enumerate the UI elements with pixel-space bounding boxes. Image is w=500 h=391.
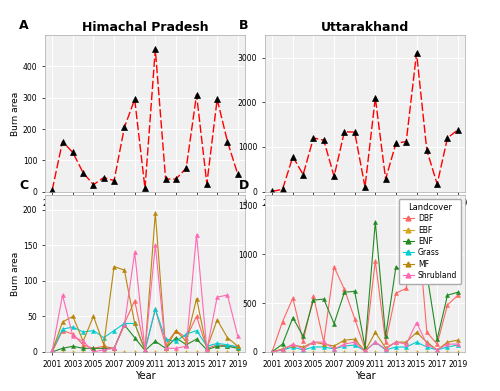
Title: Himachal Pradesh: Himachal Pradesh <box>82 21 208 34</box>
Title: Uttarakhand: Uttarakhand <box>321 21 409 34</box>
Y-axis label: Burn area: Burn area <box>11 251 20 296</box>
Text: B: B <box>239 19 248 32</box>
Text: C: C <box>19 179 28 192</box>
Y-axis label: Burn area: Burn area <box>11 91 20 136</box>
Legend: DBF, EBF, ENF, Grass, MF, Shrubland: DBF, EBF, ENF, Grass, MF, Shrubland <box>399 199 461 284</box>
X-axis label: Year: Year <box>134 371 156 381</box>
Text: D: D <box>239 179 249 192</box>
X-axis label: Year: Year <box>354 371 376 381</box>
Text: A: A <box>19 19 28 32</box>
